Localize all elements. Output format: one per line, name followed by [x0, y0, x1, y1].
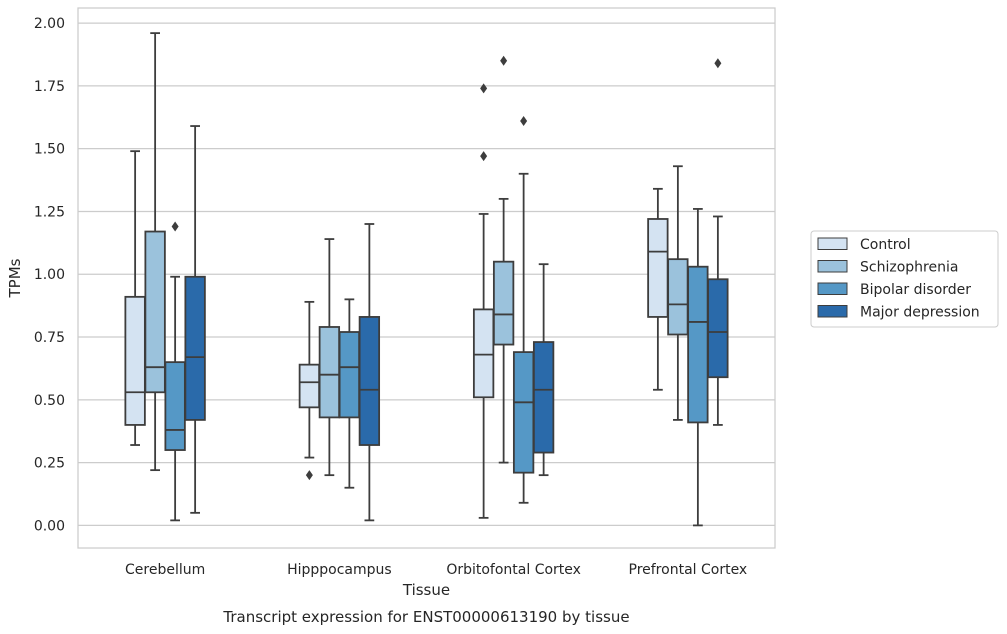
box-group — [472, 83, 495, 519]
box — [124, 295, 146, 426]
x-axis-label: Tissue — [402, 581, 450, 599]
y-axis-label: TPMs — [6, 258, 24, 298]
legend-swatch — [817, 260, 848, 273]
box-group — [358, 223, 381, 522]
box-group — [338, 298, 361, 489]
legend-swatch — [817, 282, 848, 295]
box — [338, 331, 361, 419]
box-group — [687, 208, 709, 527]
box-group — [667, 165, 689, 421]
x-tick-label: Orbitofontal Cortex — [446, 562, 581, 578]
box — [472, 308, 495, 399]
legend-swatch — [817, 237, 848, 250]
box — [164, 361, 186, 451]
outlier-point — [480, 83, 488, 94]
legend-label: Major depression — [860, 305, 980, 321]
y-tick-label: 0.00 — [34, 518, 65, 534]
y-tick-label: 1.50 — [34, 142, 65, 158]
box — [532, 341, 555, 454]
y-tick-label: 2.00 — [34, 16, 65, 32]
legend-frame — [810, 230, 999, 328]
box — [707, 278, 729, 379]
box — [687, 265, 709, 424]
outlier-point — [520, 116, 528, 127]
box — [144, 230, 166, 394]
box-group — [164, 221, 186, 522]
x-tick-label: Hipppocampus — [287, 562, 392, 578]
outlier-point — [305, 470, 313, 481]
y-tick-label: 1.25 — [34, 204, 65, 220]
chart-caption: Transcript expression for ENST0000061319… — [222, 608, 629, 626]
box-group — [647, 187, 669, 391]
box-group — [492, 55, 515, 464]
box — [667, 258, 689, 336]
box-group — [144, 32, 166, 472]
y-tick-label: 0.50 — [34, 393, 65, 409]
box — [298, 363, 321, 409]
outlier-point — [171, 221, 179, 232]
x-tick-label: Prefrontal Cortex — [629, 562, 748, 578]
legend-swatch — [817, 305, 848, 318]
box-group — [532, 263, 555, 477]
outlier-point — [500, 55, 508, 66]
box — [647, 218, 669, 318]
box — [184, 275, 206, 421]
outlier-point — [714, 58, 722, 69]
y-tick-label: 1.75 — [34, 79, 65, 95]
y-tick-label: 0.75 — [34, 330, 65, 346]
box-group — [318, 238, 341, 477]
box — [492, 260, 515, 346]
box-group — [184, 125, 206, 514]
box-group — [512, 116, 535, 504]
legend-label: Control — [860, 237, 911, 253]
outlier-point — [480, 151, 488, 162]
y-tick-label: 1.00 — [34, 267, 65, 283]
box — [318, 326, 341, 419]
box — [512, 351, 535, 474]
x-tick-label: Cerebellum — [125, 562, 205, 578]
boxes — [124, 32, 729, 527]
y-tick-label: 0.25 — [34, 456, 65, 472]
plot-frame — [77, 7, 776, 549]
legend-label: Bipolar disorder — [860, 282, 971, 298]
x-tick-labels: Cerebellum Hipppocampus Orbitofontal Corte… — [125, 562, 747, 578]
legend: Control Schizophrenia Bipolar disorder Majo… — [810, 230, 999, 328]
legend-label: Schizophrenia — [860, 260, 958, 276]
y-tick-labels: 0.00 0.25 0.50 0.75 1.00 1.25 1.50 1.75 2.00 — [34, 16, 65, 534]
box — [358, 316, 381, 446]
box-group — [707, 58, 729, 426]
box-group — [298, 300, 321, 481]
